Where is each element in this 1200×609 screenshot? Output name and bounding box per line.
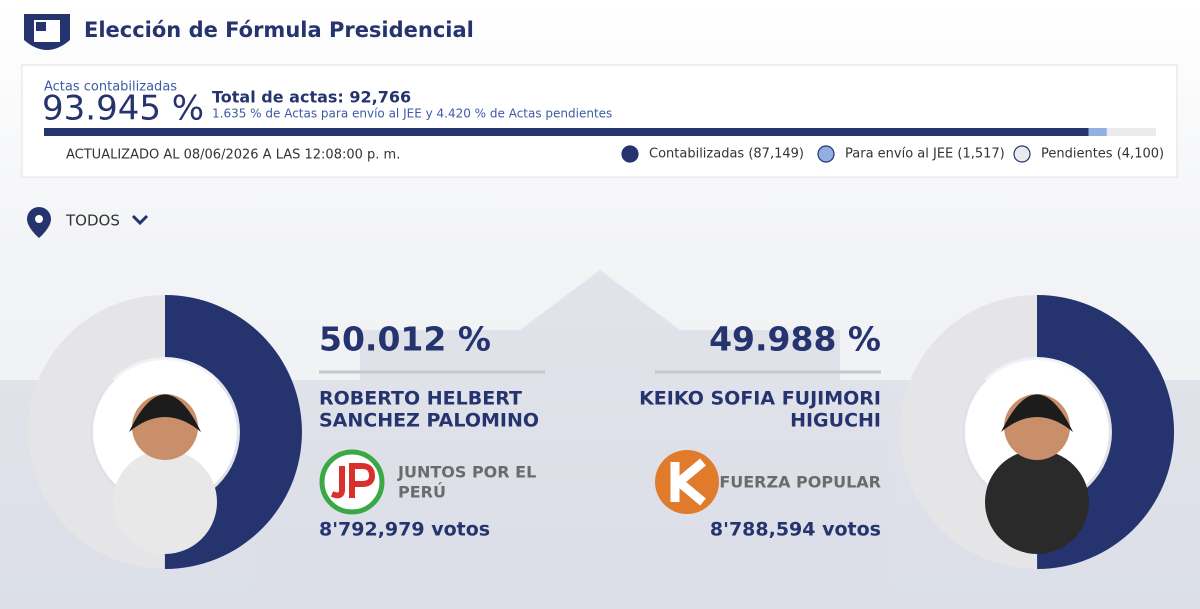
party-logo-mark: [330, 463, 376, 499]
coat-of-arms: [24, 14, 70, 50]
dropdown-arrow[interactable]: [131, 214, 149, 226]
vote-count: 8'792,979 votos: [319, 519, 490, 541]
legend: Contabilizadas (87,149) Para envío al JEE…: [621, 145, 1164, 163]
summary-label: Actas contabilizadas: [44, 80, 177, 95]
legend-dot: [1013, 145, 1031, 163]
page-title: Elección de Fórmula Presidencial: [84, 18, 474, 42]
bar-segment: [1088, 128, 1107, 136]
legend-label: Pendientes (4,100): [1041, 147, 1164, 162]
summary-percent: 93.945 %: [42, 89, 204, 129]
candidate-name: SANCHEZ PALOMINO: [319, 410, 539, 432]
progress-bar: [44, 128, 1156, 136]
candidate-name: ROBERTO HELBERT: [319, 388, 522, 410]
filter-label[interactable]: TODOS: [65, 212, 120, 230]
vote-count: 8'788,594 votos: [710, 519, 881, 541]
party-name: FUERZA POPULAR: [719, 473, 881, 492]
legend-label: Contabilizadas (87,149): [649, 147, 804, 162]
party-logo-mark: [670, 458, 706, 506]
bar-segment: [44, 128, 1089, 136]
party-name: PERÚ: [398, 483, 446, 502]
vote-percent: 49.988 %: [709, 320, 881, 359]
party-logo: [655, 450, 719, 514]
legend-dot: [817, 145, 835, 163]
candidate-name: KEIKO SOFIA FUJIMORI: [639, 388, 881, 410]
party-name: JUNTOS POR EL: [397, 463, 536, 482]
summary-total: Total de actas: 92,766: [212, 88, 411, 107]
vote-percent: 50.012 %: [319, 320, 491, 359]
photo-hair: [129, 394, 201, 432]
bar-segment: [1106, 128, 1156, 136]
updated-at: ACTUALIZADO AL 08/06/2026 A LAS 12:08:00…: [66, 148, 400, 163]
legend-dot: [621, 145, 639, 163]
location-icon: [27, 207, 51, 238]
candidate-name: HIGUCHI: [790, 410, 881, 432]
photo-body: [113, 450, 217, 554]
photo-hair: [1001, 394, 1073, 432]
summary-note: 1.635 % de Actas para envío al JEE y 4.4…: [212, 107, 612, 121]
legend-label: Para envío al JEE (1,517): [845, 147, 1005, 162]
summary-card: [21, 64, 1178, 178]
photo-body: [985, 450, 1089, 554]
